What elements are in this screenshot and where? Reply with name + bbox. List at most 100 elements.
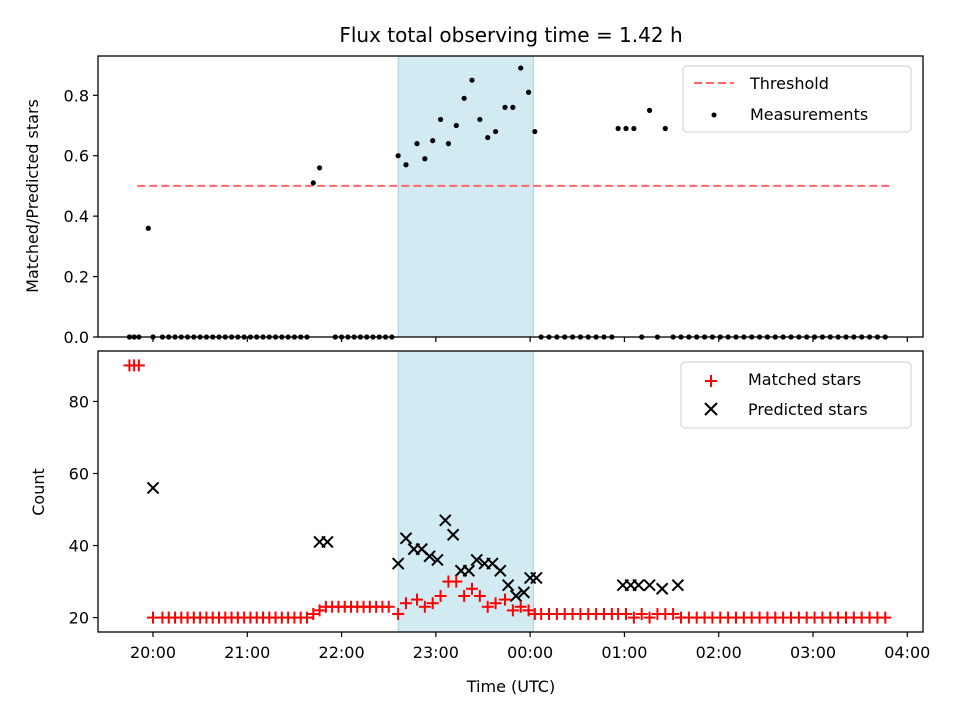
measurement-point (525, 89, 532, 95)
count-x-ticks: 20:00 21:00 22:00 23:00 00:00 01:00 02:00 03:00… (130, 632, 930, 662)
y-tick-label: 0.2 (64, 268, 89, 287)
y-tick-label: 0.4 (64, 207, 89, 226)
predicted-star-x-b (494, 564, 507, 577)
predicted-star-point (501, 578, 515, 592)
matched-star-point (635, 607, 648, 620)
ratio-subplot: 0.00.20.40.60.8 Matched/Predicted stars … (23, 55, 924, 347)
predicted-star-point (391, 557, 405, 570)
predicted-star-x-b (446, 528, 460, 541)
predicted-star-x-b (501, 578, 515, 592)
matched-star-point (522, 604, 535, 617)
predicted-star-point (446, 528, 460, 541)
y-tick-label: 20 (69, 609, 89, 628)
y-tick-label: 80 (69, 392, 89, 411)
matched-stars-points (123, 359, 892, 624)
matched-star-point (627, 611, 640, 624)
measurement-point (437, 116, 444, 123)
ratio-legend-box (682, 65, 912, 133)
matched-star-point (132, 359, 145, 372)
count-subplot: 20 40 60 80 20:00 21:00 22:00 23:00 00:00 01:00 0… (29, 350, 930, 696)
measurement-point (485, 134, 491, 141)
predicted-star-point (655, 582, 669, 595)
y-tick-label: 60 (69, 464, 89, 483)
observing-window-shade-top (397, 55, 534, 338)
predicted-star-point (431, 553, 444, 567)
matched-star-point (382, 600, 395, 613)
measurement-point (510, 104, 516, 110)
predicted-star-point (470, 553, 483, 567)
predicted-star-x-b (509, 589, 523, 603)
predicted-star-x-b (632, 578, 645, 592)
x-tick-label: 22:00 (319, 643, 365, 662)
predicted-stars-points (146, 481, 685, 603)
matched-star-point (400, 597, 412, 610)
x-tick-label: 00:00 (507, 643, 553, 662)
predicted-star-x-b (517, 586, 531, 599)
measurement-point (310, 180, 316, 186)
measurement-point (623, 125, 629, 132)
y-tick-label: 0.6 (64, 147, 89, 166)
measurement-point (395, 153, 401, 159)
predicted-star-x-b (399, 532, 413, 545)
count-y-ticks: 20 40 60 80 (69, 392, 98, 628)
y-tick-label: 40 (69, 537, 89, 556)
predicted-star-x-b (391, 557, 405, 570)
measurements-points (126, 65, 888, 340)
predicted-star-point (643, 578, 656, 592)
predicted-star-x-b (643, 578, 656, 592)
matched-legend-swatch (705, 375, 717, 387)
predicted-star-point (321, 535, 334, 549)
measurement-point (461, 95, 467, 101)
measurement-point (145, 225, 151, 231)
measurement-point (492, 128, 499, 135)
matched-star-point (620, 607, 632, 620)
predicted-star-point (671, 578, 685, 592)
predicted-star-x-b (415, 542, 428, 556)
predicted-star-point (439, 514, 452, 527)
matched-star-point (426, 597, 439, 610)
predicted-star-point (530, 571, 543, 585)
x-tick-label: 04:00 (884, 643, 930, 662)
count-axes-frame (97, 350, 924, 633)
predicted-star-point (517, 586, 531, 599)
matched-star-point (506, 604, 519, 617)
count-legend: Matched stars Predicted stars (680, 361, 912, 429)
observing-window-shade-bottom (397, 350, 534, 633)
predicted-star-x-b (321, 535, 334, 549)
matched-star-point (489, 597, 502, 610)
ratio-y-axis-label: Matched/Predicted stars (23, 99, 42, 293)
predicted-star-point (399, 532, 413, 545)
matched-legend-label: Matched stars (748, 370, 861, 389)
predicted-legend-label: Predicted stars (748, 400, 868, 419)
threshold-legend-label: Threshold (749, 74, 829, 93)
measurement-point (502, 104, 508, 110)
measurement-point (477, 116, 483, 123)
predicted-star-point (462, 564, 476, 577)
predicted-star-point (632, 578, 645, 592)
matched-star-point (481, 600, 494, 613)
matched-star-point (301, 611, 313, 624)
predicted-star-x-b (655, 582, 669, 595)
matched-star-point (514, 600, 527, 613)
measurement-point (532, 128, 538, 135)
measurement-point (403, 162, 409, 168)
y-tick-label: 0.8 (64, 86, 89, 105)
measurement-point (662, 125, 668, 132)
predicted-legend-swatch (704, 402, 718, 416)
matched-star-point (434, 589, 447, 602)
measurement-point (469, 77, 475, 83)
matched-star-point (879, 611, 892, 624)
predicted-star-x-b (423, 550, 436, 563)
measurement-point (445, 141, 452, 147)
x-tick-label: 01:00 (601, 643, 647, 662)
measurements-legend-label: Measurements (750, 105, 868, 124)
matched-star-point (418, 600, 431, 613)
measurement-point (316, 165, 323, 171)
measurement-point (615, 125, 621, 132)
predicted-star-x-b (146, 481, 160, 495)
predicted-star-x-b (486, 557, 499, 570)
measurement-point (646, 107, 653, 113)
predicted-star-x-b (439, 514, 452, 527)
